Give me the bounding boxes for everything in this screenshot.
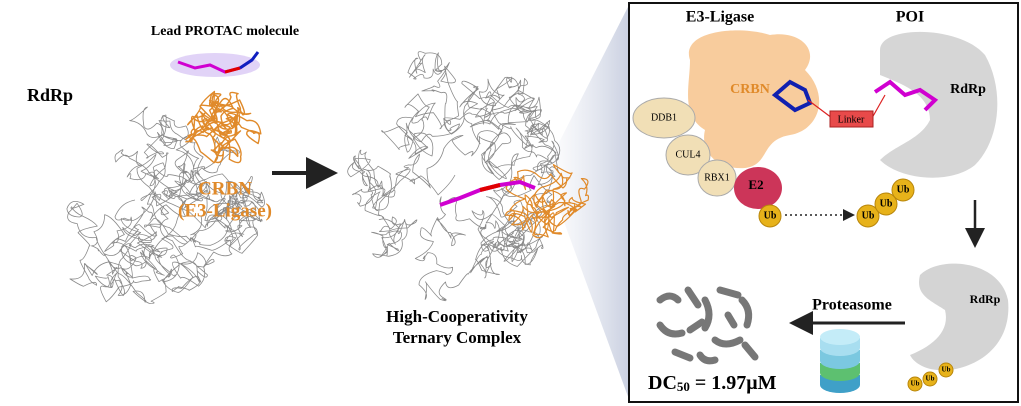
protein-structure <box>504 164 590 239</box>
e3-label: E3-Ligase <box>686 9 754 26</box>
dc50-number: = 1.97μM <box>695 372 777 394</box>
poi-label: POI <box>896 9 924 26</box>
ubiquitin <box>907 376 923 392</box>
protac-title: Lead PROTAC molecule <box>151 24 299 39</box>
protac-ligand <box>239 51 260 70</box>
cul4-text: CUL4 <box>676 149 701 160</box>
caption: High-Cooperativity <box>386 307 528 326</box>
rdrp-shape <box>880 31 998 178</box>
linker-line <box>807 99 833 119</box>
ubiquitin-text: Ub <box>862 210 875 221</box>
rbx1-text: RBX1 <box>704 172 730 183</box>
ubiquitin-group: Ub Ub Ub Ub Ub Ub Ub <box>758 178 954 392</box>
proteasome-label: Proteasome <box>812 297 892 314</box>
dc50-subscript: 50 <box>677 379 690 394</box>
rdrp-label: RdRp <box>27 85 73 105</box>
ubiquitin <box>856 204 880 228</box>
linker-line <box>871 94 886 119</box>
crbn-text: CRBN <box>730 82 770 97</box>
zoom-wedge <box>545 3 630 402</box>
e2 <box>734 167 782 209</box>
ubiquitin-text: Ub <box>764 210 777 221</box>
ubiquitin <box>938 362 954 378</box>
rdrp-text: RdRp <box>950 82 986 97</box>
ubiquitin-text: Ub <box>880 198 893 209</box>
ubiquitin-text: Ub <box>926 375 935 383</box>
cul4 <box>665 134 711 176</box>
ubiquitin-text: Ub <box>942 366 951 374</box>
dc50-symbol: DC <box>648 372 677 394</box>
protac-halo <box>170 53 260 77</box>
peptide-fragments <box>656 286 759 365</box>
rdrp-tagged-shape <box>910 263 1009 371</box>
ubiquitin <box>922 371 938 387</box>
e2-text: E2 <box>748 177 763 192</box>
ubiquitin <box>758 204 782 228</box>
crbn-label: CRBN <box>198 178 252 199</box>
rdrp-tagged-text: RdRp <box>970 292 1001 306</box>
linker-box <box>829 110 874 128</box>
ddb1 <box>632 97 696 139</box>
ubiquitin <box>874 192 898 216</box>
dc50-value: DC50 = 1.97μM <box>648 372 777 394</box>
ubiquitin <box>891 178 915 202</box>
rbx1 <box>697 159 737 197</box>
protein-structure <box>185 90 262 164</box>
ubiquitin-text: Ub <box>911 380 920 388</box>
protein-structure <box>66 106 265 304</box>
protein-structure <box>347 51 561 302</box>
ubiquitin-text: Ub <box>897 184 910 195</box>
crbn-note: (E3-Ligase) <box>178 200 272 221</box>
ligand-crbn <box>771 79 813 113</box>
protac-bound-linker <box>479 183 501 192</box>
ddb1-text: DDB1 <box>651 112 677 123</box>
protein-layer <box>66 51 590 304</box>
protac-linker <box>224 66 241 74</box>
crbn-shape <box>688 30 820 169</box>
ligand-poi <box>873 79 939 112</box>
linker-text: Linker <box>838 114 865 125</box>
proteasome <box>820 329 860 393</box>
caption: Ternary Complex <box>393 328 522 347</box>
